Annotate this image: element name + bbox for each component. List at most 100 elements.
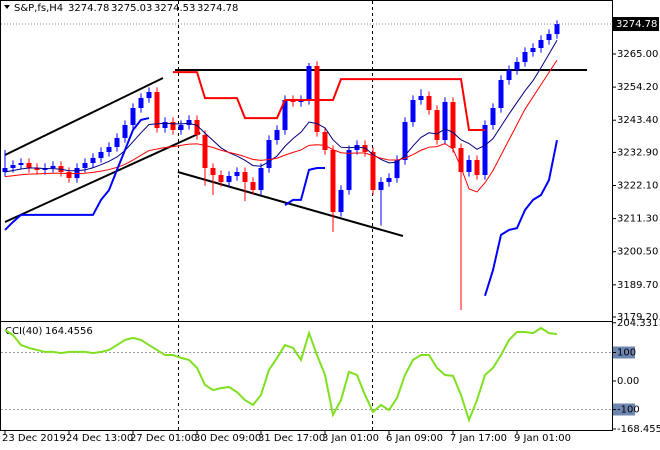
indicator-line	[4, 117, 558, 297]
candle-body	[362, 145, 368, 152]
candle-body	[514, 62, 520, 71]
candle-body	[194, 120, 200, 136]
menu-arrow	[4, 5, 10, 9]
candle-body	[250, 182, 256, 191]
candle-body	[298, 100, 304, 103]
y-tick-label: 3189.70	[617, 280, 658, 291]
candle-body	[378, 182, 384, 191]
x-tick-label: 31 Dec 17:00	[258, 433, 325, 444]
candle-body	[346, 150, 352, 191]
candle-body	[434, 110, 440, 141]
y-tick-label: 3211.30	[617, 214, 658, 225]
candle-body	[538, 40, 544, 48]
candle-body	[274, 129, 280, 141]
level-label-box	[613, 346, 635, 359]
candle-body	[450, 102, 456, 149]
candle-body	[18, 163, 24, 165]
x-tick-label: 23 Dec 2019	[2, 433, 66, 444]
candle-body	[34, 168, 40, 170]
y-tick-label: 3254.20	[617, 82, 658, 93]
candle-body	[402, 121, 408, 160]
candle-body	[498, 80, 504, 109]
current-price-label: 3274.78	[616, 19, 657, 30]
candle-body	[394, 160, 400, 178]
candle-body	[546, 33, 552, 40]
x-tick-label: 7 Jan 17:00	[450, 433, 507, 444]
candle-body	[122, 124, 128, 138]
y-tick-label: -168.4553	[617, 424, 660, 435]
candle-body	[482, 124, 488, 176]
candle-body	[530, 48, 536, 53]
candle-body	[98, 152, 104, 159]
candle-body	[138, 97, 144, 109]
candle-body	[426, 96, 432, 111]
candle-body	[242, 172, 248, 183]
x-tick-label: 24 Dec 13:00	[66, 433, 133, 444]
indicator-value: 164.4556	[45, 326, 93, 337]
trendline	[4, 132, 201, 223]
y-tick-label: 0.00	[617, 376, 639, 387]
candle-body	[106, 147, 112, 152]
candle-body	[154, 92, 160, 128]
candle-body	[410, 100, 416, 122]
y-tick-label: 3200.50	[617, 247, 658, 258]
cci-line	[4, 326, 558, 423]
symbol-title: S&P,fs,H4	[14, 3, 63, 14]
plot-frame	[0, 0, 613, 431]
ohlc-value: 3274.78	[68, 3, 109, 14]
candle-body	[522, 52, 528, 63]
x-tick-label: 9 Jan 01:00	[514, 433, 571, 444]
indicator-line	[4, 59, 558, 193]
candle-body	[178, 124, 184, 130]
candle-body	[234, 172, 240, 176]
candle-body	[306, 65, 312, 101]
current-price-box	[613, 17, 659, 32]
y-tick-label: 3232.90	[617, 147, 658, 158]
x-tick-label: 30 Dec 09:00	[194, 433, 261, 444]
candle-body	[50, 166, 56, 168]
y-tick-label: 204.3311	[617, 318, 660, 329]
x-tick-label: 27 Dec 01:00	[130, 433, 197, 444]
candle-body	[26, 163, 32, 168]
y-tick-label: 100	[617, 347, 636, 358]
candle-body	[258, 168, 264, 191]
candle-body	[466, 160, 472, 173]
y-tick-label: 3243.40	[617, 115, 658, 126]
ohlc-value: 3275.03	[111, 3, 152, 14]
candle-body	[2, 168, 8, 173]
level-label-box	[613, 403, 635, 416]
candle-body	[330, 150, 336, 213]
candle-body	[218, 175, 224, 183]
candle-body	[506, 70, 512, 80]
indicator-title: CCI(40)	[5, 326, 43, 337]
candle-body	[146, 92, 152, 98]
x-tick-label: 6 Jan 09:00	[386, 433, 443, 444]
candle-body	[282, 100, 288, 130]
candle-body	[490, 108, 496, 125]
y-tick-label: 3265.00	[617, 49, 658, 60]
candle-body	[322, 132, 328, 151]
candle-body	[338, 190, 344, 213]
x-tick-label: 3 Jan 01:00	[322, 433, 379, 444]
candle-body	[458, 148, 464, 173]
indicator-line	[173, 71, 485, 132]
y-tick-label: 3222.10	[617, 181, 658, 192]
candle-body	[442, 102, 448, 141]
candle-body	[418, 96, 424, 101]
candle-body	[162, 121, 168, 128]
candle-body	[82, 163, 88, 168]
candle-body	[266, 140, 272, 168]
candle-body	[226, 176, 232, 183]
candle-body	[370, 152, 376, 191]
candle-body	[74, 168, 80, 178]
candle-body	[186, 120, 192, 125]
candle-body	[130, 108, 136, 125]
ohlc-value: 3274.53	[154, 3, 195, 14]
trendline	[4, 77, 164, 156]
ohlc-value: 3274.78	[197, 3, 238, 14]
candle-body	[554, 24, 560, 34]
candle-body	[474, 160, 480, 176]
indicator-line	[4, 39, 558, 173]
